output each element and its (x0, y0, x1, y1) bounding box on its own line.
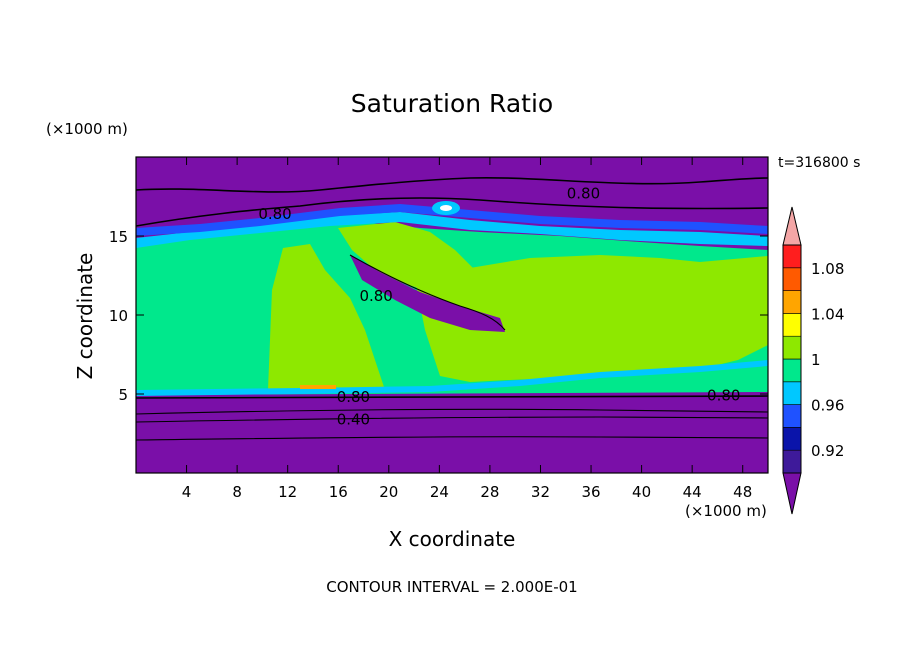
colorbar-swatch (782, 290, 802, 314)
x-tick-label: 8 (232, 483, 242, 501)
y-axis-label: Z coordinate (73, 253, 97, 380)
x-axis-label: X coordinate (389, 527, 516, 551)
contour-labels: 0.80 0.80 0.80 0.80 0.80 0.40 (258, 184, 740, 428)
chart-title: Saturation Ratio (351, 89, 553, 118)
y-axis-ticks: 5 10 15 (109, 228, 768, 404)
colorbar-swatch (782, 449, 802, 474)
y-tick-label: 15 (109, 228, 128, 246)
colorbar-swatch (782, 267, 802, 291)
contour-line (349, 254, 506, 331)
y-tick-label: 5 (118, 386, 128, 404)
x-tick-label: 48 (733, 483, 752, 501)
contour-fields (136, 157, 768, 473)
contour-label: 0.80 (337, 388, 370, 406)
contour-label: 0.80 (707, 387, 740, 405)
contour-line (136, 416, 768, 423)
upper-blob-core-field (440, 205, 452, 211)
contour-lines (136, 176, 768, 441)
x-unit-label: (×1000 m) (685, 502, 767, 520)
contour-label: 0.80 (567, 184, 600, 202)
colorbar-above-triangle (782, 206, 802, 246)
y-unit-label: (×1000 m) (46, 120, 128, 138)
contour-line (136, 197, 768, 227)
colorbar-swatch (782, 358, 802, 383)
colorbar-swatch (782, 313, 802, 337)
contour-label: 0.40 (337, 410, 370, 428)
mid-layer-right-field (415, 255, 768, 382)
time-label: t=316800 s (778, 155, 860, 171)
surface-warm-spot (300, 385, 336, 389)
x-tick-label: 20 (379, 483, 398, 501)
contour-line (136, 408, 768, 415)
central-column-field (268, 244, 385, 390)
contour-label: 0.80 (258, 205, 291, 223)
colorbar (782, 206, 802, 515)
x-tick-label: 12 (278, 483, 297, 501)
colorbar-below-triangle (782, 472, 802, 515)
contour-interval-footer: CONTOUR INTERVAL = 2.000E-01 (326, 578, 577, 596)
colorbar-swatch (782, 381, 802, 405)
colorbar-swatch (782, 427, 802, 451)
x-tick-label: 24 (430, 483, 449, 501)
colorbar-swatch (782, 244, 802, 269)
x-tick-label: 28 (480, 483, 499, 501)
x-tick-label: 16 (329, 483, 348, 501)
colorbar-label: 1.08 (811, 260, 844, 278)
x-tick-label: 32 (531, 483, 550, 501)
contour-line (136, 436, 768, 441)
dry-tongue-field (350, 255, 505, 332)
x-tick-label: 36 (581, 483, 600, 501)
y-tick-label: 10 (109, 307, 128, 325)
contour-line (136, 176, 768, 193)
x-tick-label: 4 (182, 483, 192, 501)
colorbar-label: 1 (811, 351, 821, 369)
lower-fringe-field (136, 360, 768, 396)
upper-cloud-field (338, 222, 488, 300)
contour-label: 0.80 (359, 287, 392, 305)
x-axis-ticks: 4 8 12 16 20 24 28 32 36 40 44 48 (182, 157, 752, 501)
colorbar-swatch (782, 335, 802, 360)
colorbar-frame (782, 244, 802, 474)
colorbar-labels: 0.92 0.96 1 1.04 1.08 (811, 260, 844, 460)
x-tick-label: 40 (632, 483, 651, 501)
colorbar-label: 0.96 (811, 397, 844, 415)
contour-line (136, 395, 768, 399)
colorbar-swatch (782, 404, 802, 428)
colorbar-label: 0.92 (811, 442, 844, 460)
x-tick-label: 44 (683, 483, 702, 501)
colorbar-label: 1.04 (811, 305, 844, 323)
